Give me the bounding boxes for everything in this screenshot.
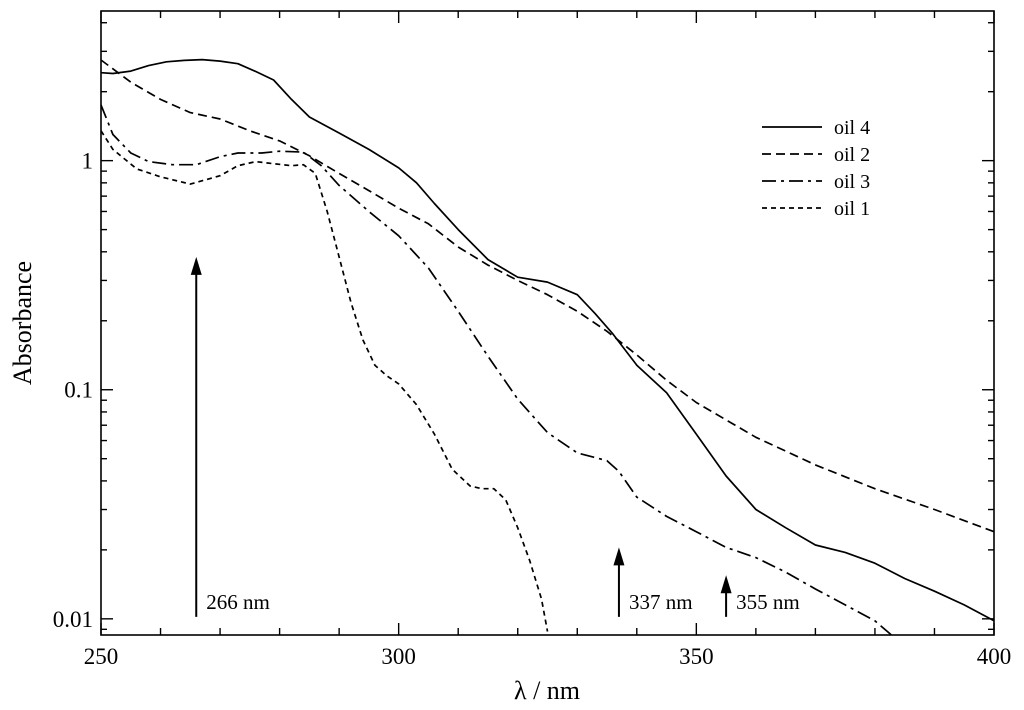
legend: oil 4 oil 2 oil 3 oil 1 (762, 117, 870, 220)
legend-label: oil 2 (834, 144, 870, 166)
x-axis-label: λ / nm (514, 676, 580, 705)
x-tick-label: 400 (977, 644, 1012, 669)
series-line-oil-3 (100, 104, 894, 637)
annotation-label: 266 nm (206, 590, 270, 614)
y-tick-label: 0.1 (64, 378, 93, 403)
legend-label: oil 1 (834, 198, 870, 220)
series-layer (100, 58, 995, 637)
y-tick-label: 1 (82, 149, 94, 174)
legend-label: oil 3 (834, 171, 870, 193)
annotation-layer: 266 nm 337 nm 355 nm (190, 256, 800, 617)
arrow-head (190, 256, 202, 275)
arrow-head (720, 575, 732, 594)
x-tick-label: 350 (679, 644, 714, 669)
plot-frame (100, 10, 995, 636)
annotation-label: 355 nm (736, 590, 800, 614)
y-axis-label: Absorbance (8, 261, 37, 385)
legend-label: oil 4 (834, 117, 870, 139)
ticks: 250 300 350 400 0.01 0.1 1 (53, 11, 1012, 669)
series-line-oil-4 (100, 58, 995, 622)
series-line-oil-2 (100, 59, 995, 533)
arrow-head (613, 547, 625, 566)
x-tick-label: 300 (381, 644, 416, 669)
series-line-oil-1 (100, 130, 549, 632)
y-tick-label: 0.01 (53, 607, 93, 632)
x-tick-label: 250 (84, 644, 119, 669)
annotation-label: 337 nm (629, 590, 693, 614)
